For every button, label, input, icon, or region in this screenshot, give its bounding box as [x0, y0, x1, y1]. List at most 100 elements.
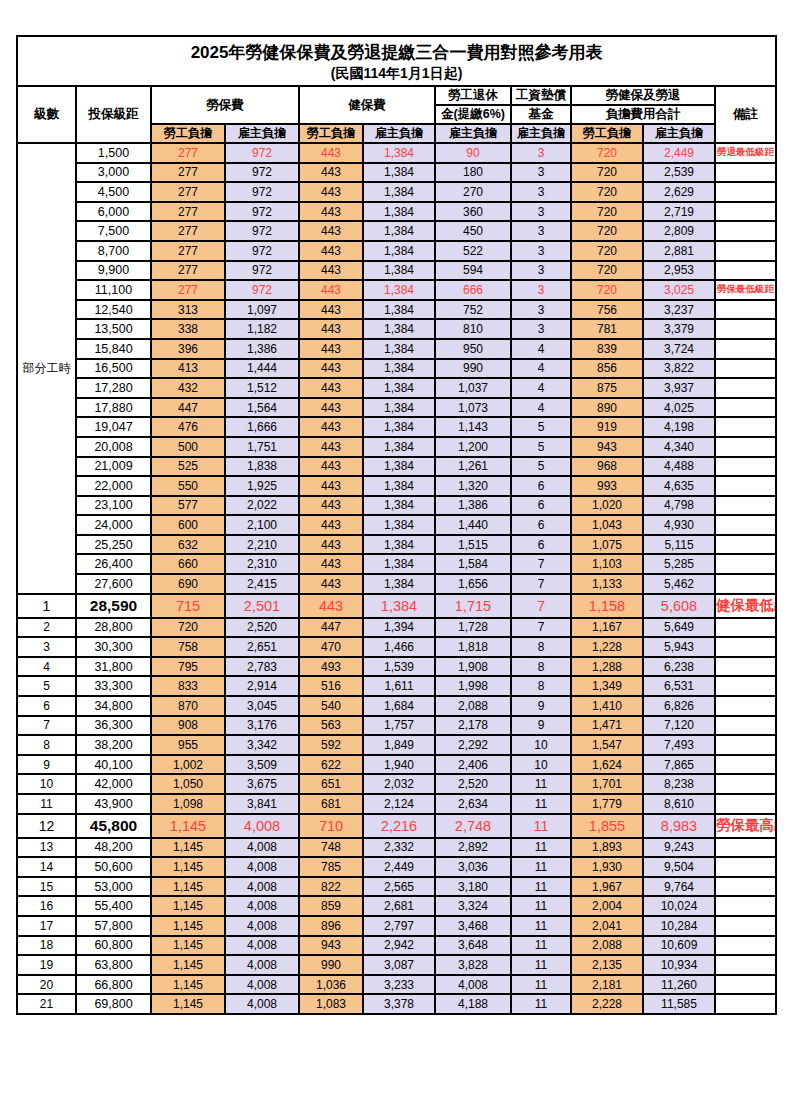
value-cell: 4,488 — [643, 457, 715, 477]
value-cell: 2,892 — [435, 838, 511, 858]
value-cell: 3,841 — [225, 794, 299, 814]
bracket-cell: 38,200 — [76, 735, 151, 755]
bracket-cell: 17,280 — [76, 378, 151, 398]
table-row: 6,0002779724431,38436037202,719 — [17, 202, 776, 222]
value-cell: 2,449 — [363, 857, 435, 877]
value-cell: 11,585 — [643, 994, 715, 1014]
table-row: 533,3008332,9145161,6111,99881,3496,531 — [17, 676, 776, 696]
remark-cell — [715, 202, 776, 222]
value-cell: 90 — [435, 143, 511, 163]
value-cell: 1,145 — [151, 814, 225, 838]
value-cell: 1,145 — [151, 994, 225, 1014]
value-cell: 720 — [571, 202, 643, 222]
value-cell: 810 — [435, 319, 511, 339]
value-cell: 2,332 — [363, 838, 435, 858]
table-row: 228,8007202,5204471,3941,72871,1675,649 — [17, 618, 776, 638]
remark-cell — [715, 618, 776, 638]
remark-cell — [715, 241, 776, 261]
value-cell: 1,384 — [363, 339, 435, 359]
value-cell: 2,310 — [225, 554, 299, 574]
value-cell: 1,940 — [363, 755, 435, 775]
value-cell: 270 — [435, 182, 511, 202]
value-cell: 7,865 — [643, 755, 715, 775]
level-cell: 3 — [17, 637, 76, 657]
value-cell: 4,008 — [225, 814, 299, 838]
subheader-total-employee: 勞工負擔 — [571, 124, 643, 143]
value-cell: 752 — [435, 300, 511, 320]
value-cell: 563 — [299, 716, 363, 736]
value-cell: 1,386 — [435, 496, 511, 516]
value-cell: 3 — [511, 182, 571, 202]
remark-cell — [715, 955, 776, 975]
remark-cell — [715, 457, 776, 477]
value-cell: 5 — [511, 437, 571, 457]
level-cell: 15 — [17, 877, 76, 897]
value-cell: 1,611 — [363, 676, 435, 696]
value-cell: 443 — [299, 163, 363, 183]
remark-cell — [715, 994, 776, 1014]
title-row: 2025年勞健保保費及勞退提繳三合一費用對照參考用表 (民國114年1月1日起) — [17, 36, 776, 86]
bracket-cell: 8,700 — [76, 241, 151, 261]
value-cell: 4 — [511, 359, 571, 379]
value-cell: 443 — [299, 378, 363, 398]
value-cell: 681 — [299, 794, 363, 814]
page-title: 2025年勞健保保費及勞退提繳三合一費用對照參考用表 — [18, 41, 775, 66]
value-cell: 795 — [151, 657, 225, 677]
value-cell: 1,020 — [571, 496, 643, 516]
value-cell: 1,925 — [225, 476, 299, 496]
level-cell: 5 — [17, 676, 76, 696]
level-cell: 10 — [17, 774, 76, 794]
value-cell: 8 — [511, 637, 571, 657]
remark-cell — [715, 975, 776, 995]
value-cell: 2,914 — [225, 676, 299, 696]
subheader-health-employee: 勞工負擔 — [299, 124, 363, 143]
value-cell: 2,539 — [643, 163, 715, 183]
remark-cell — [715, 300, 776, 320]
value-cell: 2,719 — [643, 202, 715, 222]
value-cell: 1,728 — [435, 618, 511, 638]
value-cell: 908 — [151, 716, 225, 736]
value-cell: 720 — [571, 143, 643, 163]
value-cell: 11 — [511, 794, 571, 814]
value-cell: 443 — [299, 359, 363, 379]
value-cell: 1,384 — [363, 496, 435, 516]
level-cell: 12 — [17, 814, 76, 838]
value-cell: 1,624 — [571, 755, 643, 775]
value-cell: 7 — [511, 574, 571, 594]
remark-cell — [715, 716, 776, 736]
value-cell: 1,145 — [151, 896, 225, 916]
table-row: 12,5403131,0974431,38475237563,237 — [17, 300, 776, 320]
value-cell: 540 — [299, 696, 363, 716]
value-cell: 493 — [299, 657, 363, 677]
table-row: 128,5907152,5014431,3841,71571,1585,608健… — [17, 594, 776, 618]
value-cell: 3,648 — [435, 936, 511, 956]
value-cell: 1,757 — [363, 716, 435, 736]
value-cell: 968 — [571, 457, 643, 477]
remark-cell: 勞退最低級距 — [715, 143, 776, 163]
value-cell: 3,724 — [643, 339, 715, 359]
table-row: 330,3007582,6514701,4661,81881,2285,943 — [17, 637, 776, 657]
remark-cell — [715, 437, 776, 457]
value-cell: 11 — [511, 936, 571, 956]
value-cell: 277 — [151, 202, 225, 222]
value-cell: 443 — [299, 594, 363, 618]
value-cell: 1,666 — [225, 417, 299, 437]
table-row: 23,1005772,0224431,3841,38661,0204,798 — [17, 496, 776, 516]
value-cell: 785 — [299, 857, 363, 877]
bracket-cell: 9,900 — [76, 261, 151, 281]
value-cell: 990 — [435, 359, 511, 379]
bracket-cell: 63,800 — [76, 955, 151, 975]
value-cell: 180 — [435, 163, 511, 183]
value-cell: 972 — [225, 241, 299, 261]
value-cell: 470 — [299, 637, 363, 657]
value-cell: 2,228 — [571, 994, 643, 1014]
value-cell: 443 — [299, 221, 363, 241]
value-cell: 1,539 — [363, 657, 435, 677]
value-cell: 277 — [151, 182, 225, 202]
value-cell: 277 — [151, 221, 225, 241]
value-cell: 6 — [511, 535, 571, 555]
value-cell: 875 — [571, 378, 643, 398]
value-cell: 277 — [151, 163, 225, 183]
table-row: 17,2804321,5124431,3841,03748753,937 — [17, 378, 776, 398]
value-cell: 1,384 — [363, 457, 435, 477]
